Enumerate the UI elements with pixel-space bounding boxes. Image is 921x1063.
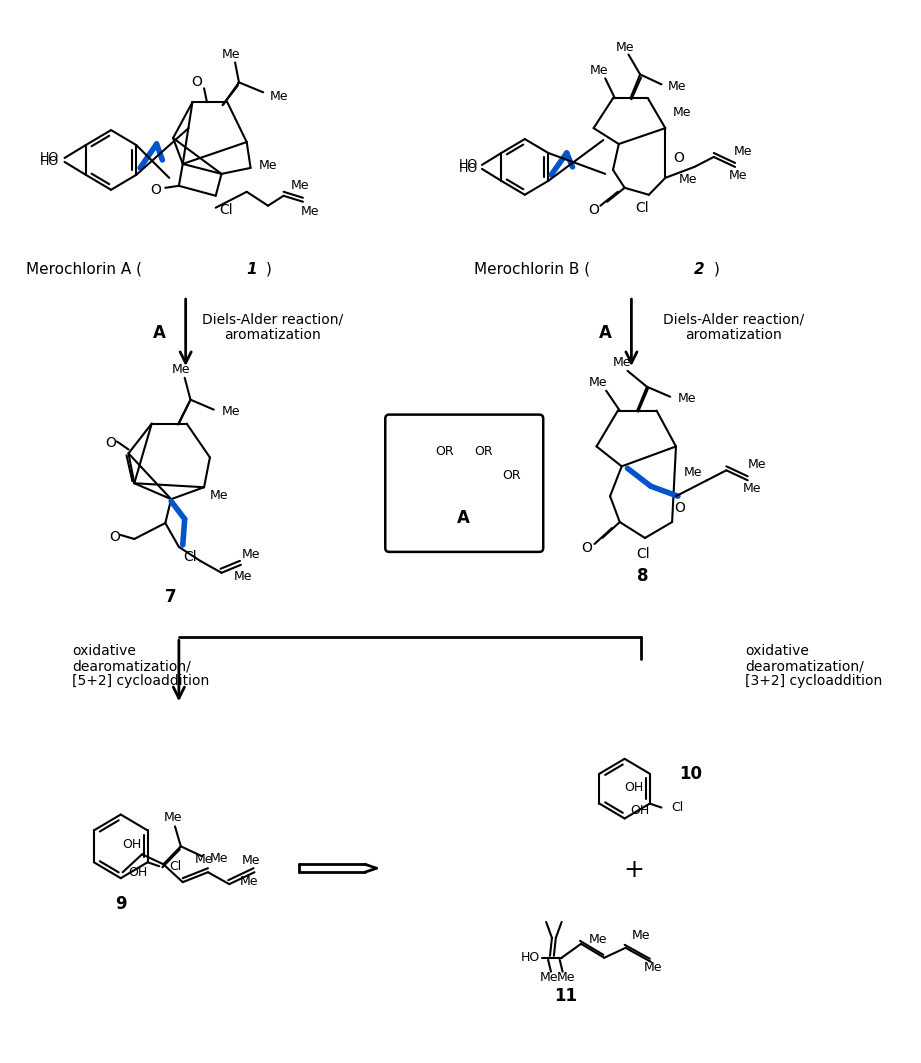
Text: Cl: Cl xyxy=(636,546,650,561)
Text: Me: Me xyxy=(632,929,650,943)
Text: Cl: Cl xyxy=(671,802,683,814)
Text: Cl: Cl xyxy=(182,550,196,563)
Text: O: O xyxy=(150,183,161,197)
Text: A: A xyxy=(599,324,612,342)
Text: O: O xyxy=(106,437,116,451)
Text: 7: 7 xyxy=(165,588,177,606)
Text: Me: Me xyxy=(679,173,697,186)
Text: Me: Me xyxy=(195,853,214,865)
Text: Me: Me xyxy=(748,458,766,471)
Text: OH: OH xyxy=(631,804,649,817)
Text: [3+2] cycloaddition: [3+2] cycloaddition xyxy=(745,674,882,688)
Text: O: O xyxy=(673,151,684,165)
Text: 2: 2 xyxy=(694,261,705,276)
Text: oxidative: oxidative xyxy=(745,644,809,658)
Text: dearomatization/: dearomatization/ xyxy=(72,659,191,673)
Text: OR: OR xyxy=(473,445,493,458)
Text: Me: Me xyxy=(270,89,288,103)
Text: dearomatization/: dearomatization/ xyxy=(745,659,864,673)
Text: Me: Me xyxy=(239,875,258,888)
Text: Merochlorin A (: Merochlorin A ( xyxy=(26,261,142,276)
Text: OH: OH xyxy=(624,781,644,794)
Text: Me: Me xyxy=(164,811,182,824)
Text: O: O xyxy=(110,530,121,544)
Text: Me: Me xyxy=(644,961,662,974)
Text: 11: 11 xyxy=(554,986,577,1005)
Text: O: O xyxy=(589,203,599,217)
Text: 1: 1 xyxy=(246,261,257,276)
Text: Me: Me xyxy=(589,933,608,946)
Text: Me: Me xyxy=(234,570,252,584)
Text: Cl: Cl xyxy=(219,203,233,217)
Text: +: + xyxy=(624,858,645,882)
Text: OR: OR xyxy=(503,469,521,482)
Text: Me: Me xyxy=(742,482,761,494)
Text: Me: Me xyxy=(612,356,631,369)
Text: 8: 8 xyxy=(637,567,648,585)
Text: HO: HO xyxy=(459,158,478,171)
Text: Me: Me xyxy=(729,169,747,183)
Text: Me: Me xyxy=(673,105,692,119)
Text: 10: 10 xyxy=(679,764,702,782)
Text: A: A xyxy=(458,509,471,527)
Text: Me: Me xyxy=(556,972,575,984)
Text: Cl: Cl xyxy=(169,860,181,873)
Text: ): ) xyxy=(266,261,272,276)
Text: Me: Me xyxy=(241,549,260,561)
Text: HO: HO xyxy=(521,951,541,964)
Text: OH: OH xyxy=(129,865,147,879)
Text: OH: OH xyxy=(122,838,142,850)
Text: A: A xyxy=(153,324,166,342)
Text: Me: Me xyxy=(669,80,687,92)
Text: O: O xyxy=(191,75,202,89)
Text: Me: Me xyxy=(222,405,240,418)
Text: Me: Me xyxy=(222,48,240,61)
Text: Diels-Alder reaction/: Diels-Alder reaction/ xyxy=(203,313,344,326)
Text: [5+2] cycloaddition: [5+2] cycloaddition xyxy=(72,674,210,688)
Text: Me: Me xyxy=(590,64,609,77)
Text: oxidative: oxidative xyxy=(72,644,136,658)
Text: 9: 9 xyxy=(115,895,126,913)
Text: aromatization: aromatization xyxy=(685,328,782,342)
Text: Me: Me xyxy=(258,159,277,172)
Text: Me: Me xyxy=(734,146,752,158)
Text: Cl: Cl xyxy=(635,201,649,215)
Text: O: O xyxy=(674,501,685,516)
Text: Me: Me xyxy=(683,466,702,478)
Text: Me: Me xyxy=(589,376,608,389)
Text: ): ) xyxy=(714,261,719,276)
Text: Me: Me xyxy=(171,364,190,376)
Text: aromatization: aromatization xyxy=(225,328,321,342)
Text: HO: HO xyxy=(40,155,59,168)
FancyBboxPatch shape xyxy=(385,415,543,552)
Text: Me: Me xyxy=(291,180,309,192)
Text: OR: OR xyxy=(435,445,454,458)
Text: O: O xyxy=(581,541,592,555)
Text: Diels-Alder reaction/: Diels-Alder reaction/ xyxy=(662,313,804,326)
Text: HO: HO xyxy=(459,163,478,175)
Text: HO: HO xyxy=(40,151,59,165)
Text: Me: Me xyxy=(210,489,228,502)
Text: Me: Me xyxy=(678,392,696,405)
Text: Me: Me xyxy=(241,854,260,866)
Text: Me: Me xyxy=(615,41,634,54)
Text: Me: Me xyxy=(210,851,228,865)
Text: Me: Me xyxy=(300,205,319,218)
Text: Me: Me xyxy=(540,972,558,984)
Text: Merochlorin B (: Merochlorin B ( xyxy=(473,261,589,276)
